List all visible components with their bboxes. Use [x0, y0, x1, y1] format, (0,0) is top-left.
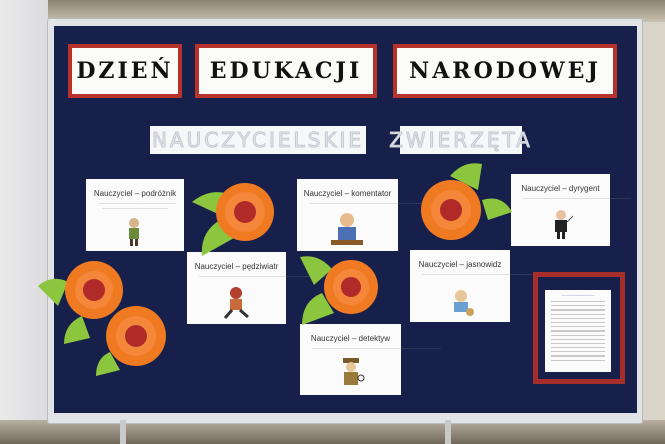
easel-leg-left: [120, 420, 126, 444]
card-title: Nauczyciel – dyrygent: [521, 184, 600, 193]
poem-frame: [533, 272, 625, 384]
subtitle-strip-left: NAUCZYCIELSKIE: [150, 126, 366, 154]
card-title: Nauczyciel – detektyw: [310, 334, 391, 343]
runner-illustration: [223, 287, 249, 319]
card-jasnowidz: Nauczyciel – jasnowidz ~~~~~~~~~~~~~~~~~…: [410, 250, 553, 322]
shelf-bottom: [0, 420, 665, 444]
card-title: Nauczyciel – podróżnik: [93, 189, 177, 198]
card-text-lines: ~~~~~~~~~~~~~~~~~~~~~~~~~~~~~~~~~~~~~~~~…: [309, 202, 453, 206]
card-title: Nauczyciel – pędziwiatr: [194, 262, 279, 271]
card-text-lines: ~~~~~~~~~~~~~~~~~~~~~~~~~~~~~~~~~~~~~~~~…: [199, 275, 326, 279]
conductor-illustration: [555, 210, 573, 239]
title-word-narodowej: NARODOWEJ: [397, 48, 613, 94]
card-pedziwiatr: Nauczyciel – pędziwiatr ~~~~~~~~~~~~~~~~…: [187, 252, 326, 324]
title-word-dzien: DZIEŃ: [72, 48, 178, 94]
traveler-illustration: [129, 218, 139, 246]
wall-top: [0, 0, 665, 22]
card-title: Nauczyciel – jasnowidz: [418, 260, 502, 269]
card-text-lines: ~~~~~~~~~~~~~~~~~~~~~~~~~~~~~~~~~~~~~~~~…: [422, 273, 553, 277]
title-card-edukacji: EDUKACJI: [195, 44, 377, 98]
title-word-edukacji: EDUKACJI: [199, 48, 373, 94]
card-podroznik: Nauczyciel – podróżnik ~~~~~~~~~~~~~~~~~…: [86, 179, 184, 251]
poem-title-lines: ~~~~~~~~~~~~~~~~: [561, 294, 595, 298]
detective-illustration: [343, 358, 365, 385]
card-detektyw: Nauczyciel – detektyw ~~~~~~~~~~~~~~~~~~…: [300, 324, 441, 395]
card-text-lines: ~~~~~~~~~~~~~~~~~~~~~~~~~~~~~~~~~~~~~~~~…: [523, 197, 632, 201]
card-dyrygent: Nauczyciel – dyrygent ~~~~~~~~~~~~~~~~~~…: [511, 174, 632, 246]
flower-decoration: [421, 163, 512, 240]
card-text-lines: ~~~~~~~~~~~~~~~~~~~~~~~~~~~~~~~~~~~~~~~~…: [312, 347, 441, 351]
poem-card: ~~~~~~~~~~~~~~~~: [545, 290, 611, 372]
card-komentator: Nauczyciel – komentator ~~~~~~~~~~~~~~~~…: [297, 179, 453, 251]
subtitle-strip-right: ZWIERZĘTA: [389, 126, 533, 154]
commentator-illustration: [331, 213, 363, 245]
fortune-teller-illustration: [454, 290, 474, 316]
card-title: Nauczyciel – komentator: [303, 189, 392, 198]
wall-left: [0, 0, 48, 444]
title-card-dzien: DZIEŃ: [68, 44, 182, 98]
flower-decoration: [96, 306, 166, 376]
easel-leg-right: [445, 420, 451, 444]
flower-decoration: [300, 256, 378, 325]
flower-decoration: [38, 261, 123, 344]
title-card-narodowej: NARODOWEJ: [393, 44, 617, 98]
card-text-lines: ~~~~~~~~~~~~~~~~~~~~~~~~~~~~~~~~~~~~~~ ~…: [98, 202, 176, 211]
flower-decoration: [192, 183, 274, 256]
